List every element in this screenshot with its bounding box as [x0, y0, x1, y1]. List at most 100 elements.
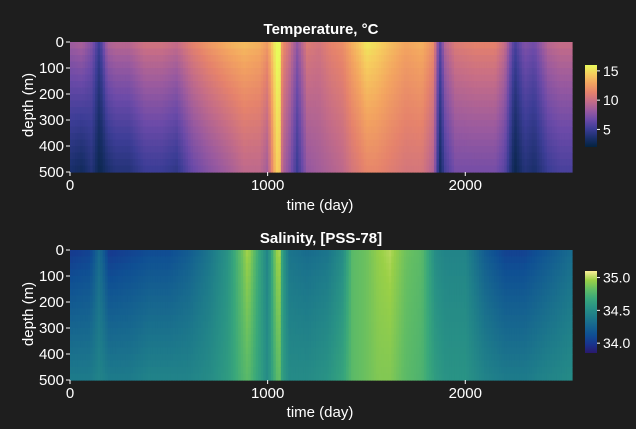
heatmap-cell: [117, 354, 121, 362]
heatmap-cell: [157, 315, 161, 323]
heatmap-cell: [185, 139, 189, 147]
heatmap-cell: [120, 263, 124, 271]
heatmap-cell: [373, 133, 377, 141]
heatmap-cell: [388, 48, 392, 56]
heatmap-cell: [125, 295, 129, 303]
heatmap-cell: [541, 68, 545, 76]
heatmap-cell: [371, 126, 375, 134]
heatmap-cell: [162, 139, 166, 147]
heatmap-cell: [112, 367, 116, 375]
heatmap-cell: [140, 48, 144, 56]
heatmap-cell: [469, 107, 473, 115]
heatmap-cell: [471, 139, 475, 147]
heatmap-cell: [494, 87, 498, 95]
heatmap-cell: [318, 68, 322, 76]
heatmap-cell: [107, 42, 111, 50]
heatmap-cell: [556, 113, 561, 121]
heatmap-cell: [115, 61, 119, 69]
heatmap-cell: [386, 120, 390, 128]
heatmap-cell: [167, 48, 171, 56]
heatmap-cell: [466, 48, 470, 56]
heatmap-cell: [348, 87, 352, 95]
heatmap-cell: [310, 126, 315, 134]
heatmap-cell: [406, 87, 410, 95]
heatmap-cell: [310, 74, 315, 82]
heatmap-cell: [451, 165, 455, 173]
heatmap-cell: [481, 42, 485, 50]
heatmap-cell: [110, 87, 114, 95]
heatmap-cell: [125, 328, 129, 336]
heatmap-cell: [519, 139, 523, 147]
heatmap-cell: [381, 55, 385, 63]
heatmap-cell: [152, 48, 156, 56]
heatmap-cell: [180, 120, 184, 128]
heatmap-cell: [90, 263, 94, 271]
heatmap-cell: [80, 289, 84, 297]
heatmap-cell: [230, 165, 234, 173]
heatmap-cell: [499, 42, 503, 50]
heatmap-cell: [152, 42, 156, 50]
heatmap-cell: [363, 48, 367, 56]
heatmap-cell: [130, 328, 134, 336]
heatmap-cell: [203, 55, 207, 63]
heatmap-cell: [564, 113, 568, 121]
heatmap-cell: [122, 367, 126, 375]
heatmap-cell: [386, 94, 390, 102]
heatmap-cell: [72, 107, 76, 115]
heatmap-cell: [205, 42, 209, 50]
heatmap-cell: [172, 159, 177, 167]
heatmap-cell: [305, 113, 310, 121]
heatmap-cell: [428, 113, 433, 121]
heatmap-cell: [536, 74, 540, 82]
heatmap-cell: [471, 159, 475, 167]
heatmap-cell: [391, 165, 395, 173]
heatmap-cell: [403, 139, 407, 147]
heatmap-cell: [474, 159, 478, 167]
heatmap-cell: [112, 100, 116, 108]
heatmap-cell: [245, 107, 249, 115]
heatmap-cell: [117, 250, 121, 258]
heatmap-cell: [386, 107, 390, 115]
heatmap-cell: [122, 263, 126, 271]
heatmap-cell: [368, 55, 372, 63]
heatmap-cell: [318, 126, 322, 134]
heatmap-cell: [90, 269, 94, 277]
heatmap-cell: [270, 133, 274, 141]
heatmap-cell: [288, 120, 292, 128]
heatmap-cell: [218, 159, 222, 167]
heatmap-cell: [102, 55, 106, 63]
heatmap-cell: [135, 87, 139, 95]
heatmap-cell: [82, 315, 86, 323]
heatmap-cell: [443, 126, 448, 134]
heatmap-cell: [426, 120, 430, 128]
heatmap-cell: [323, 133, 327, 141]
heatmap-cell: [358, 159, 362, 167]
heatmap-cell: [177, 347, 182, 355]
heatmap-cell: [268, 139, 272, 147]
heatmap-cell: [541, 159, 545, 167]
heatmap-cell: [260, 74, 264, 82]
heatmap-cell: [120, 81, 124, 89]
heatmap-cell: [331, 87, 335, 95]
heatmap-cell: [566, 139, 571, 147]
heatmap-cell: [200, 100, 204, 108]
heatmap-cell: [531, 42, 535, 50]
heatmap-cell: [72, 373, 76, 381]
heatmap-cell: [122, 100, 126, 108]
heatmap-cell: [75, 373, 79, 381]
heatmap-cell: [443, 120, 448, 128]
heatmap-cell: [539, 100, 543, 108]
heatmap-cell: [95, 347, 99, 355]
heatmap-cell: [150, 308, 154, 316]
heatmap-cell: [511, 146, 515, 154]
heatmap-cell: [192, 81, 197, 89]
heatmap-cell: [298, 61, 302, 69]
heatmap-cell: [102, 126, 106, 134]
heatmap-cell: [293, 81, 297, 89]
heatmap-cell: [205, 113, 209, 121]
heatmap-cell: [253, 152, 257, 160]
heatmap-cell: [283, 159, 287, 167]
heatmap-cell: [135, 152, 139, 160]
heatmap-cell: [117, 360, 121, 368]
heatmap-cell: [529, 61, 533, 69]
